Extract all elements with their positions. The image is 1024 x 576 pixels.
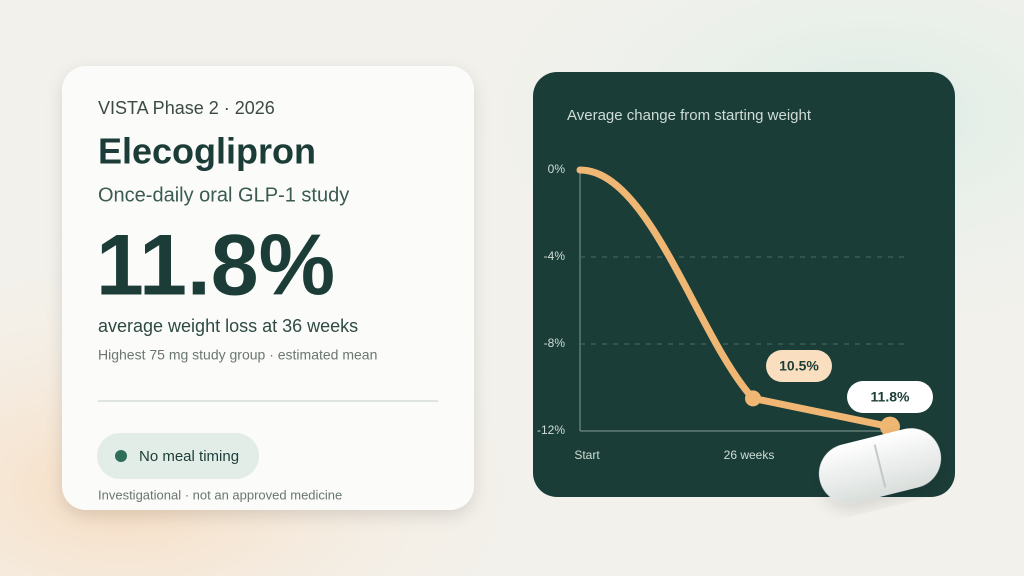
footer: Investigational · not an approved medici… (98, 487, 342, 502)
y-tick-label: -12% (537, 423, 565, 437)
y-tick-label: -8% (544, 336, 566, 350)
value-label: 11.8% (871, 389, 910, 405)
x-tick-label: 26 weeks (724, 448, 775, 462)
info-card (62, 66, 474, 510)
value-label-bg (847, 381, 933, 413)
badge-label: No meal timing (139, 448, 239, 465)
value-label-bg (766, 350, 832, 382)
badge (97, 433, 259, 479)
badge-dot (115, 450, 127, 462)
value-label: 10.5% (779, 358, 819, 374)
plot: 0% -4% -8% -12% Start 26 weeks 10.5% 11.8% (537, 162, 933, 462)
pill-illustration (818, 428, 942, 504)
stat-note: Highest 75 mg study group · estimated me… (98, 347, 377, 363)
stat-value: 11.8% (96, 218, 335, 314)
y-tick-label: -4% (544, 249, 566, 263)
x-tick-label: Start (574, 448, 600, 462)
line (576, 166, 894, 431)
y-tick-label: 0% (548, 162, 566, 176)
chart-title: Average change from starting weight (567, 107, 812, 124)
title: Elecoglipron (98, 131, 316, 172)
stat-caption: average weight loss at 36 weeks (98, 316, 358, 336)
point (745, 390, 761, 407)
eyebrow: VISTA Phase 2 · 2026 (98, 98, 275, 118)
subtitle: Once-daily oral GLP-1 study (98, 184, 349, 206)
pill-score (873, 444, 887, 488)
